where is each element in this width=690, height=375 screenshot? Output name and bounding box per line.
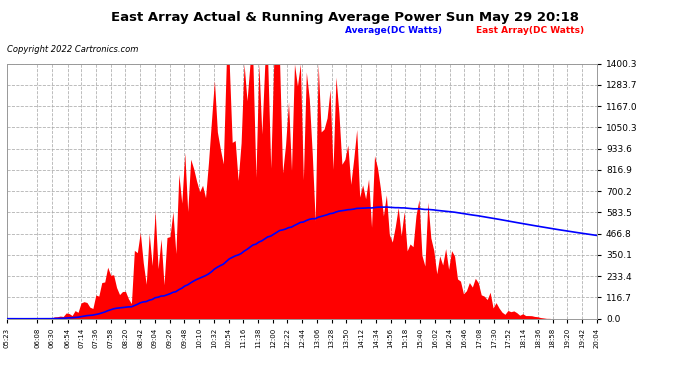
- Text: Average(DC Watts): Average(DC Watts): [345, 26, 442, 35]
- Text: Copyright 2022 Cartronics.com: Copyright 2022 Cartronics.com: [7, 45, 138, 54]
- Text: East Array Actual & Running Average Power Sun May 29 20:18: East Array Actual & Running Average Powe…: [111, 11, 579, 24]
- Text: East Array(DC Watts): East Array(DC Watts): [476, 26, 584, 35]
